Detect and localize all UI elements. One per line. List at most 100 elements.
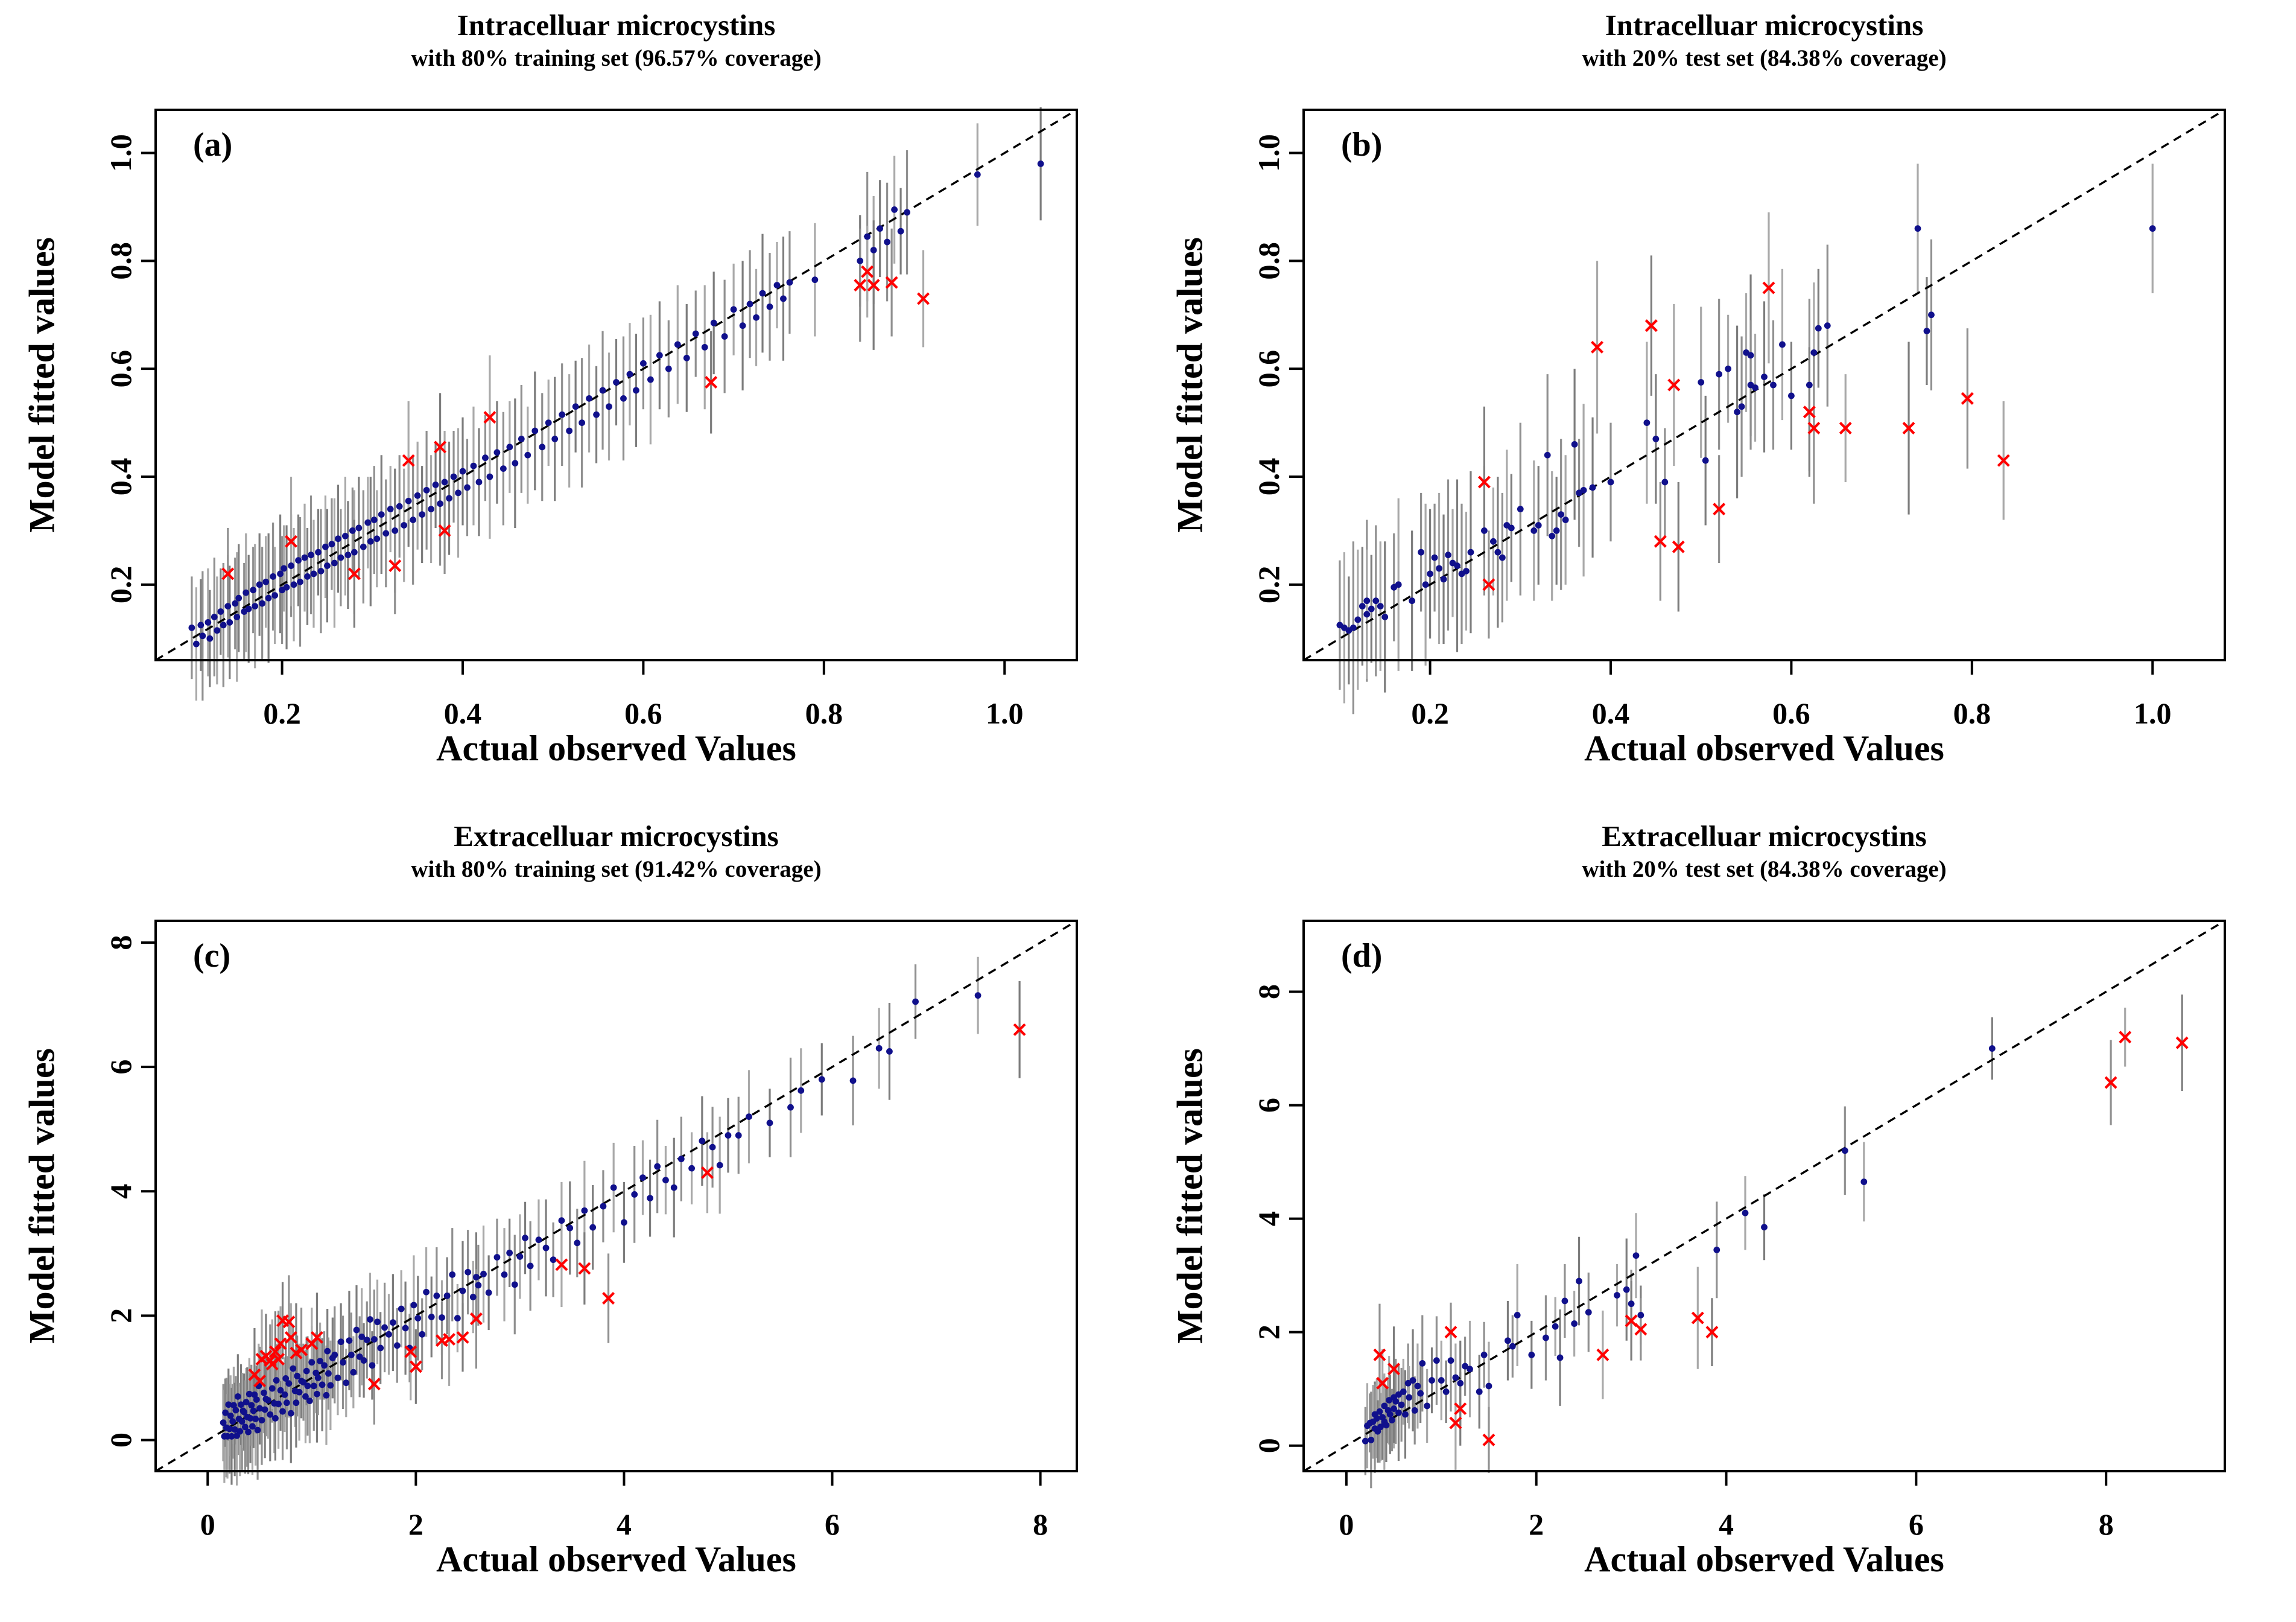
data-point-blue [262, 578, 270, 585]
data-point-red-x [1482, 578, 1495, 591]
data-point-blue [304, 573, 311, 580]
data-point-blue [1614, 1292, 1620, 1299]
x-tick-label: 4 [617, 1507, 632, 1541]
data-point-blue [870, 247, 877, 253]
data-point-blue [1589, 484, 1596, 491]
data-point-blue [1713, 1246, 1720, 1253]
data-point-blue [277, 570, 284, 577]
data-point-blue [324, 1347, 331, 1355]
data-point-blue [308, 1359, 316, 1366]
data-point-blue [235, 594, 243, 602]
data-point-blue [319, 1381, 326, 1388]
data-point-blue [455, 489, 461, 497]
data-point-blue [353, 1326, 360, 1334]
data-point-red-x [1376, 1376, 1389, 1390]
data-point-blue [304, 1382, 311, 1390]
x-tick-label: 0.4 [1592, 696, 1630, 730]
data-point-blue [1761, 374, 1768, 380]
data-point-blue [222, 1409, 229, 1416]
data-point-blue [334, 1375, 341, 1381]
data-point-blue [287, 1410, 294, 1417]
data-point-blue [581, 1207, 588, 1214]
data-point-blue [374, 1318, 381, 1326]
data-point-blue [857, 257, 864, 264]
data-point-blue [317, 568, 325, 574]
data-point-blue [1561, 1297, 1568, 1305]
data-point-blue [1427, 570, 1433, 577]
data-point-blue [811, 276, 819, 284]
x-tick-label: 8 [2099, 1507, 2114, 1541]
data-point-blue [1349, 624, 1357, 631]
data-point-blue [475, 1282, 482, 1289]
data-point-blue [1452, 1374, 1459, 1381]
data-point-blue [277, 1387, 284, 1394]
data-point-red-x [469, 1312, 483, 1326]
data-point-blue [545, 419, 552, 426]
data-point-blue [382, 530, 390, 537]
data-point-blue [432, 482, 439, 488]
data-point-red-x [438, 524, 451, 537]
data-point-blue [419, 1331, 426, 1338]
panel-c: Extracelluar microcystins with 80% train… [0, 811, 1148, 1622]
data-point-blue [904, 209, 910, 216]
data-point-blue [593, 411, 600, 418]
data-point-blue [331, 1351, 338, 1358]
data-point-blue [1553, 527, 1560, 534]
data-point-blue [1467, 549, 1474, 556]
data-point-red-x [284, 1331, 297, 1344]
data-point-blue [606, 403, 612, 410]
data-point-blue [360, 543, 367, 550]
data-point-blue [621, 1219, 627, 1226]
data-point-red-x [282, 1315, 296, 1329]
data-point-blue [401, 522, 408, 529]
data-point-blue [236, 1428, 244, 1435]
data-point-blue [367, 1316, 373, 1323]
data-point-blue [1543, 1334, 1549, 1341]
y-tick-label: 0.8 [1252, 242, 1286, 280]
data-point-blue [350, 549, 358, 556]
data-point-blue [485, 1289, 492, 1296]
data-point-red-x [1596, 1348, 1609, 1361]
data-point-red-x [253, 1375, 267, 1388]
data-point-blue [1716, 371, 1723, 378]
data-point-blue [2149, 225, 2156, 232]
data-point-blue [640, 360, 647, 367]
panel-b-title: Intracelluar microcystins [1605, 8, 1924, 42]
data-point-blue [314, 1390, 320, 1398]
data-point-blue [293, 1399, 300, 1407]
data-point-blue [493, 1254, 501, 1261]
panel-d-subtitle: with 20% test set (84.38% coverage) [1582, 856, 1947, 882]
data-point-blue [283, 584, 290, 591]
data-point-blue [891, 206, 898, 213]
data-point-blue [1409, 1377, 1416, 1384]
data-point-blue [1535, 522, 1542, 529]
data-point-red-x [1807, 422, 1821, 435]
data-point-blue [1373, 1415, 1380, 1422]
data-point-red-x [1672, 540, 1685, 553]
data-point-blue [566, 427, 573, 434]
data-point-blue [716, 1162, 723, 1169]
data-point-blue [268, 1385, 276, 1392]
data-point-blue [1806, 381, 1813, 389]
data-point-blue [1363, 597, 1371, 605]
data-point-blue [256, 581, 263, 588]
data-point-blue [392, 527, 399, 534]
data-point-blue [600, 1203, 607, 1210]
data-point-blue [662, 1177, 669, 1184]
data-point-blue [721, 333, 728, 340]
data-point-blue [245, 605, 252, 612]
data-point-blue [285, 1380, 293, 1387]
data-point-red-x [578, 1262, 591, 1275]
data-point-blue [709, 1143, 716, 1151]
data-point-blue [337, 554, 344, 561]
data-point-blue [1815, 325, 1822, 332]
data-point-blue [674, 341, 681, 348]
data-point-blue [818, 1076, 825, 1083]
data-point-blue [290, 1365, 297, 1372]
data-point-red-x [1762, 281, 1775, 294]
data-point-blue [258, 1417, 265, 1423]
x-tick-label: 1.0 [986, 696, 1024, 730]
data-point-blue [465, 1268, 472, 1276]
data-point-blue [211, 614, 218, 620]
data-point-blue [247, 1415, 254, 1422]
